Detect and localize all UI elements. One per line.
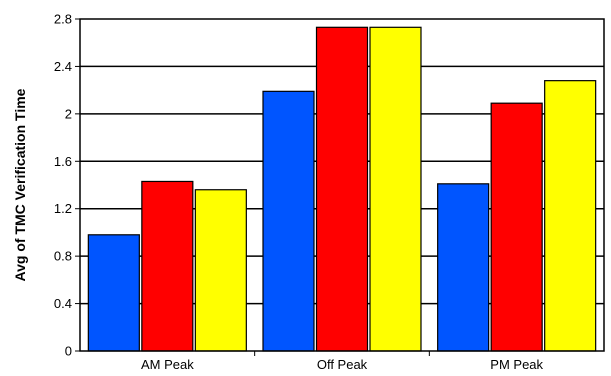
bar-1-0 (262, 90, 315, 352)
bars (87, 26, 597, 352)
bar-1-1 (315, 26, 369, 352)
y-axis-ticks: 0 0.4 0.8 1.2 1.6 2 2.4 2.8 (54, 12, 80, 359)
y-tick-label: 0.4 (54, 296, 72, 311)
y-tick-label: 2.8 (54, 12, 72, 27)
bar-2-0 (437, 183, 490, 352)
y-tick-label: 2.4 (54, 59, 72, 74)
x-tick-label: Off Peak (317, 357, 368, 372)
y-tick-label: 2 (65, 106, 72, 121)
plot-frame (79, 18, 605, 352)
x-axis-ticks: AM Peak Off Peak PM Peak (141, 351, 544, 372)
x-tick-label: PM Peak (490, 357, 543, 372)
y-tick-label: 1.2 (54, 201, 72, 216)
bar-0-2 (194, 189, 247, 352)
bar-0-1 (141, 180, 194, 352)
bar-1-2 (369, 26, 422, 352)
y-axis-label: Avg of TMC Verification Time (12, 88, 28, 281)
y-tick-label: 0.8 (54, 249, 72, 264)
bar-2-1 (490, 102, 543, 352)
y-tick-label: 0 (65, 344, 72, 359)
y-tick-label: 1.6 (54, 154, 72, 169)
bar-0-0 (87, 234, 140, 352)
x-tick-label: AM Peak (141, 357, 194, 372)
bar-2-2 (544, 80, 597, 352)
